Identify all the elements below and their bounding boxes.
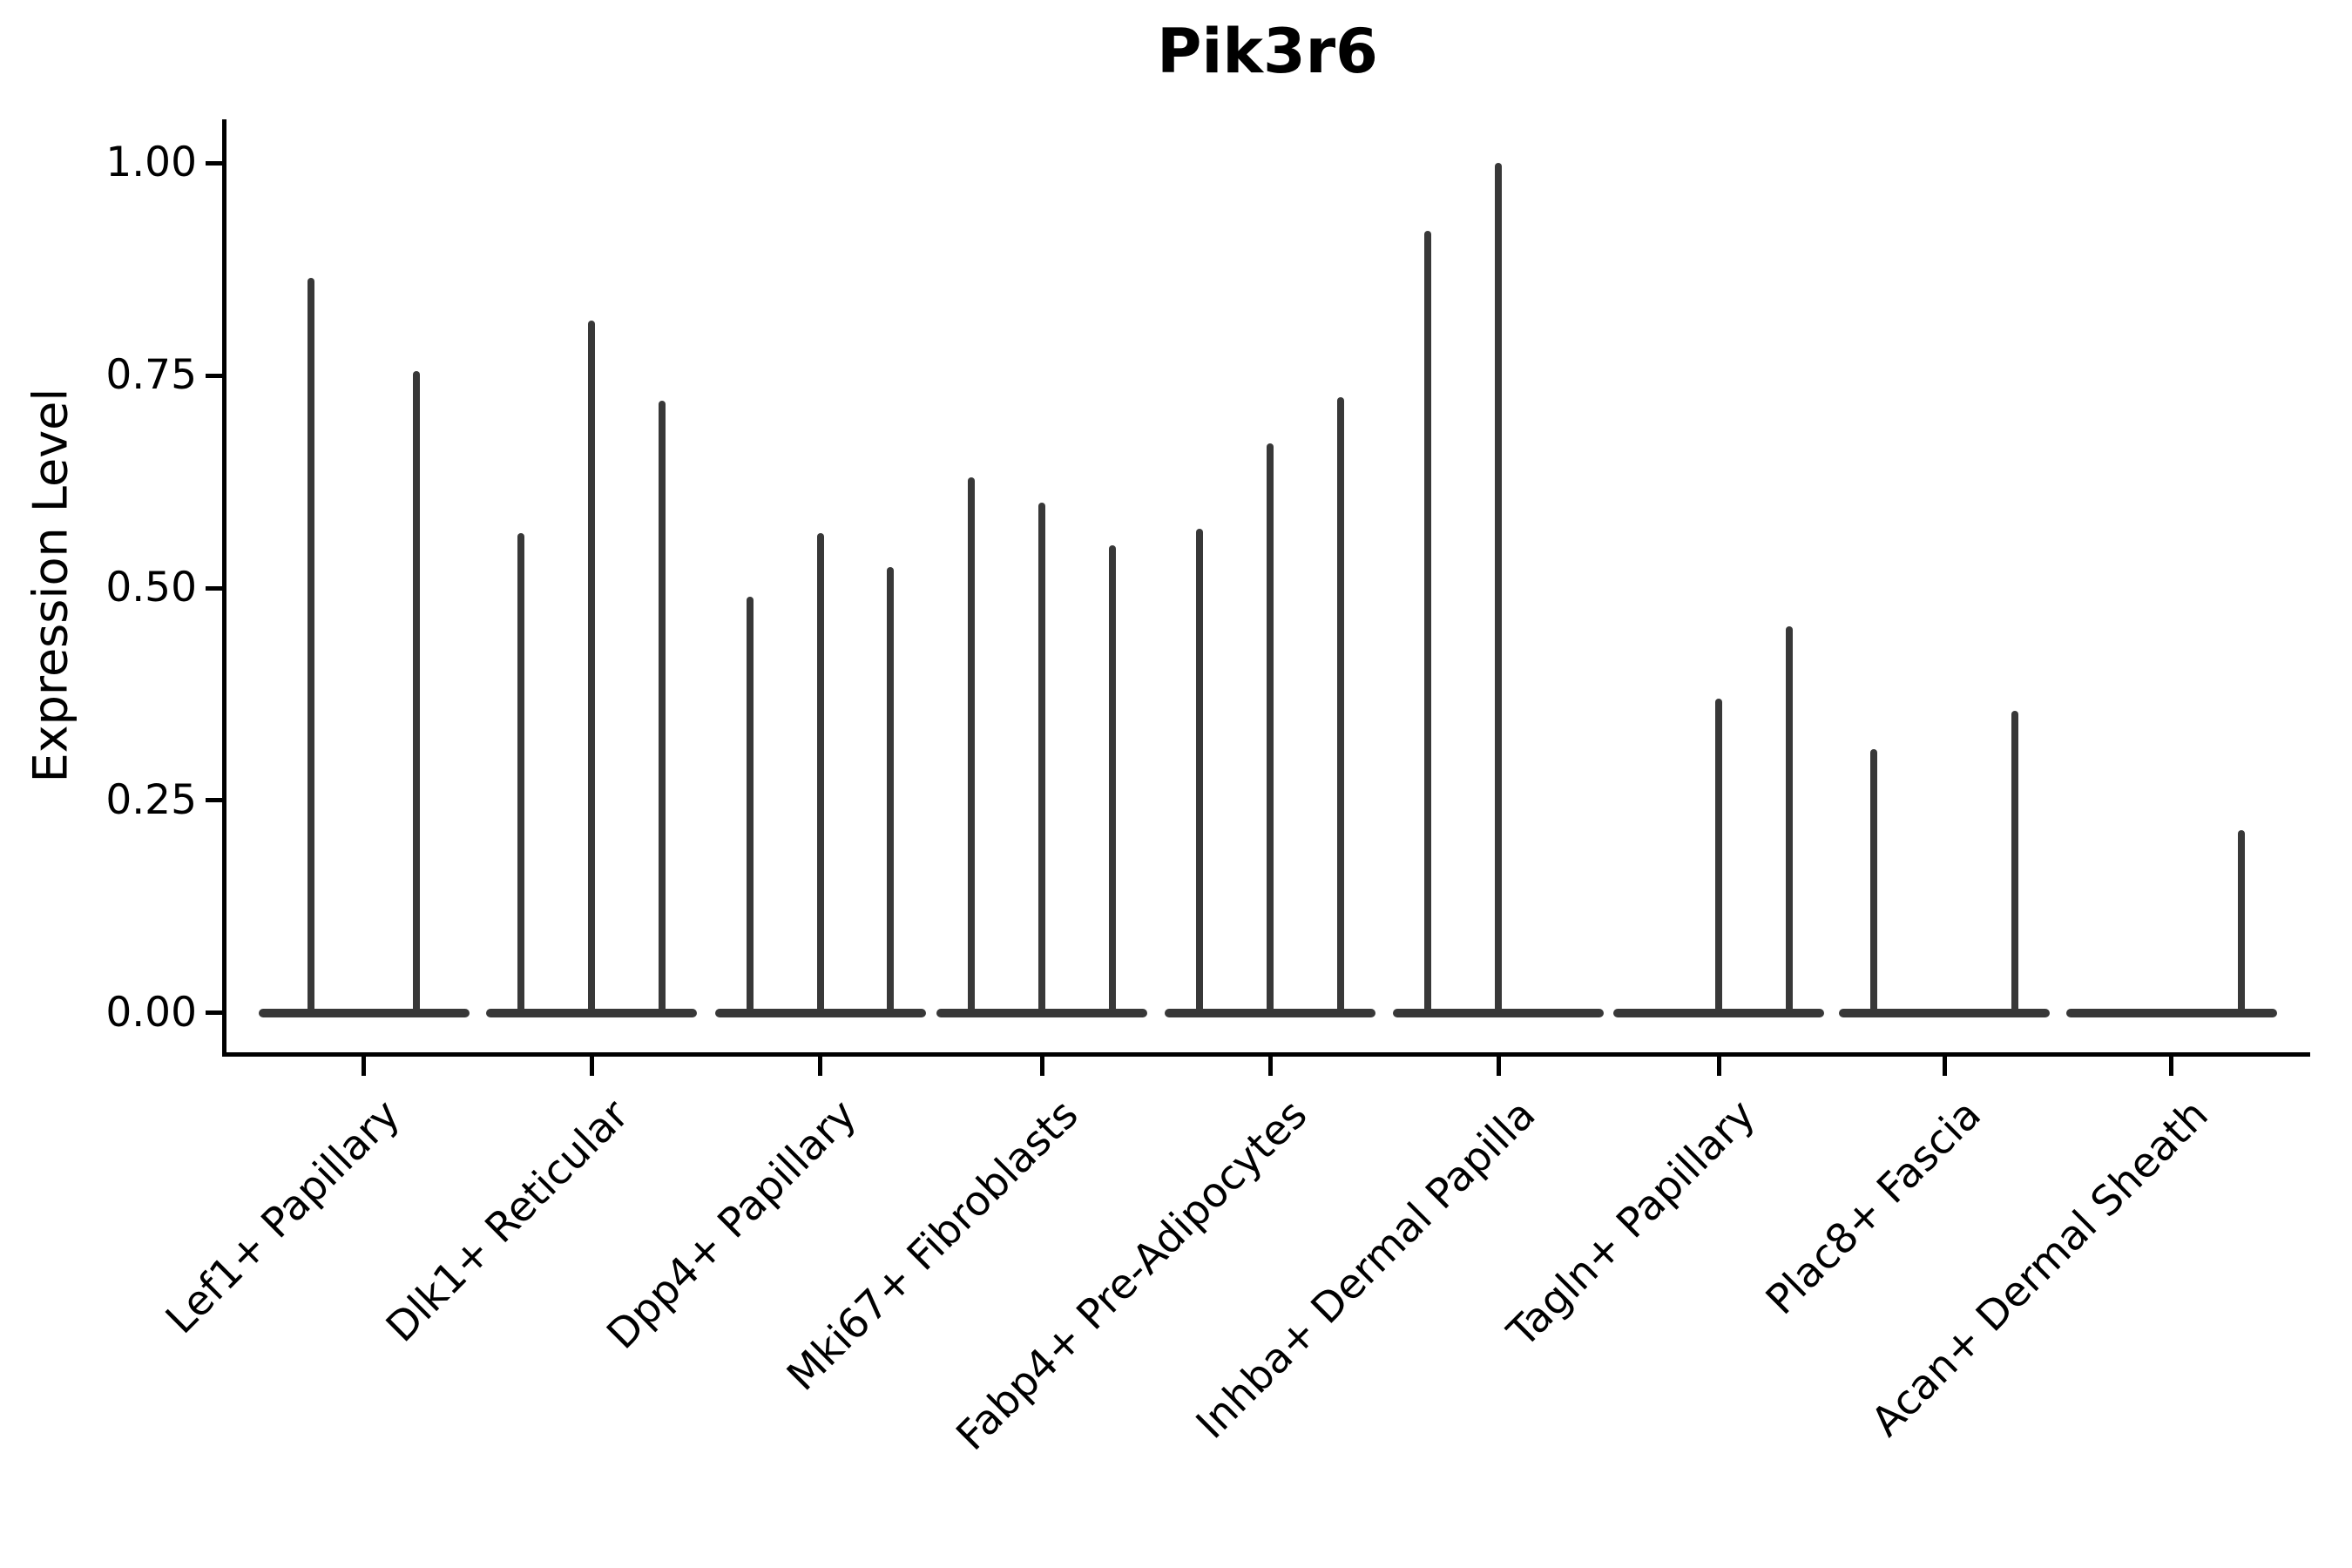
violin-spike — [968, 477, 976, 1013]
x-tick — [1496, 1057, 1501, 1076]
x-tick — [818, 1057, 822, 1076]
y-tick — [206, 798, 225, 803]
violin-spike — [887, 566, 895, 1013]
y-tick — [206, 160, 225, 166]
violin-spike — [1267, 443, 1274, 1013]
violin-spike — [1038, 503, 1045, 1013]
x-tick-label: Plac8+ Fascia — [1756, 1091, 1990, 1324]
violin-spike — [658, 401, 666, 1013]
x-tick — [1942, 1057, 1947, 1076]
y-tick-label: 0.00 — [105, 988, 197, 1037]
violin-spike — [2011, 711, 2018, 1013]
x-tick — [1267, 1057, 1273, 1076]
violin-base — [1165, 1008, 1375, 1017]
violin-spike — [1424, 231, 1432, 1013]
y-tick-label: 0.75 — [105, 351, 197, 400]
violin-base — [258, 1008, 470, 1017]
violin-base — [1393, 1008, 1604, 1017]
y-tick-label: 0.50 — [105, 564, 197, 612]
violin-base — [936, 1008, 1147, 1017]
violin-spike — [816, 532, 824, 1013]
y-tick — [206, 1010, 225, 1016]
x-tick-label: Lef1+ Papillary — [157, 1091, 410, 1343]
violin-spike — [746, 596, 754, 1013]
violin-base — [1839, 1008, 2050, 1017]
y-tick-label: 1.00 — [105, 139, 197, 187]
x-tick — [589, 1057, 594, 1076]
violin-spike — [1336, 396, 1344, 1013]
violin-spike — [1715, 698, 1722, 1013]
violin-base — [486, 1008, 697, 1017]
violin-spike — [517, 532, 525, 1013]
x-tick — [362, 1057, 366, 1076]
violin-spike — [308, 277, 314, 1013]
violin-spike — [1495, 163, 1502, 1013]
violin-spike — [413, 371, 420, 1013]
x-tick — [1716, 1057, 1721, 1076]
violin-base — [714, 1008, 926, 1017]
x-tick — [2169, 1057, 2173, 1076]
y-tick — [206, 373, 225, 378]
x-tick — [1039, 1057, 1044, 1076]
violin-spike — [2238, 829, 2246, 1013]
violin-spike — [1108, 545, 1116, 1013]
x-tick-label: Dlk1+ Reticular — [376, 1091, 638, 1352]
violin-spike — [1870, 749, 1878, 1013]
y-tick — [206, 585, 225, 591]
violin-spike — [1785, 625, 1793, 1013]
violin-base — [1613, 1008, 1824, 1017]
y-tick-label: 0.25 — [105, 775, 197, 824]
violin-spike — [588, 320, 595, 1013]
violin-spike — [1196, 528, 1204, 1013]
plot-title: Pik3r6 — [1157, 16, 1378, 87]
x-axis-spine — [222, 1052, 2310, 1057]
violin-base — [2065, 1008, 2277, 1017]
